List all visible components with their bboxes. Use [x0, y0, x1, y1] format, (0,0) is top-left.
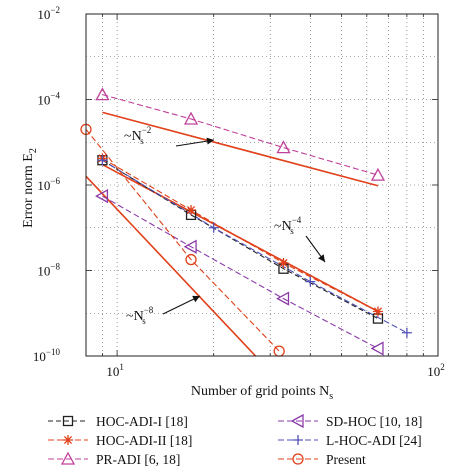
- series-1-point: [372, 306, 383, 317]
- legend-label-2: PR-ADI [6, 18]: [96, 452, 180, 467]
- series-5-point: [185, 253, 197, 266]
- y-tick-label: 10−6: [37, 176, 60, 193]
- slope-annotation: ~N−4 s: [274, 215, 302, 236]
- annotation-arrowhead: [206, 137, 214, 145]
- series-line-3: [102, 195, 379, 349]
- reference-line: [102, 163, 379, 313]
- reference-lines: [86, 111, 379, 356]
- annotation-arrowhead: [318, 254, 325, 262]
- legend-label-3: SD-HOC [10, 18]: [326, 414, 422, 429]
- series-line-2: [102, 94, 379, 176]
- series-1-point: [186, 205, 197, 216]
- series-line-0: [102, 159, 379, 320]
- legend: HOC-ADI-I [18] HOC-ADI-II [18] PR-ADI [6, …: [48, 413, 422, 467]
- series-4-point: [305, 276, 316, 287]
- series-3-point: [95, 189, 109, 204]
- series-4-point: [208, 222, 219, 233]
- series-2-point: [370, 167, 386, 181]
- legend-label-1: HOC-ADI-II [18]: [96, 433, 192, 448]
- legend-marker-0: [62, 415, 74, 427]
- grid: [86, 14, 438, 356]
- legend-marker-2: [60, 451, 76, 465]
- series-3-point: [183, 239, 197, 254]
- legend-marker-5: [292, 453, 304, 465]
- series-2-point: [276, 140, 291, 154]
- series-lines: [86, 94, 408, 352]
- x-axis-label-subscript: s: [329, 391, 333, 402]
- series-line-4: [102, 159, 408, 334]
- legend-marker-3: [290, 413, 304, 429]
- reference-line: [102, 111, 379, 187]
- annotation-arrowhead: [192, 295, 200, 303]
- series-line-1: [102, 157, 379, 312]
- series-2-point: [183, 111, 199, 125]
- y-axis-label: Error norm E2: [21, 148, 39, 228]
- slope-annotation: ~N−2 s: [124, 125, 151, 146]
- y-tick-label: 10−4: [37, 91, 60, 108]
- x-tick-label: 102: [427, 362, 445, 379]
- series-4-point: [97, 155, 108, 166]
- legend-label-5: Present: [326, 452, 366, 467]
- y-tick-label: 10−2: [37, 5, 60, 22]
- series-1-point: [278, 257, 289, 268]
- series-2-point: [95, 87, 110, 101]
- series-line-5: [86, 129, 280, 352]
- y-tick-label: 10−10: [33, 347, 61, 364]
- series-3-point: [276, 291, 290, 306]
- ticks: 101 102 10−10 10−8 10−6 10−4 10−2: [33, 5, 445, 379]
- y-axis-label-subscript: 2: [28, 148, 39, 153]
- x-axis-label: Number of grid points Ns: [191, 384, 333, 402]
- slope-annotation: ~N−8 s: [126, 305, 154, 326]
- annotations: ~N−2 s ~N−4 s ~N−8 s: [124, 125, 326, 326]
- series-3-point: [370, 341, 384, 356]
- legend-label-0: HOC-ADI-I [18]: [96, 414, 188, 429]
- series-4-point: [401, 327, 412, 338]
- legend-marker-4: [293, 435, 303, 445]
- x-tick-label: 101: [106, 362, 124, 379]
- legend-label-4: L-HOC-ADI [24]: [326, 433, 422, 448]
- reference-line: [86, 175, 257, 356]
- legend-marker-1: [63, 435, 73, 445]
- y-tick-label: 10−8: [37, 262, 60, 279]
